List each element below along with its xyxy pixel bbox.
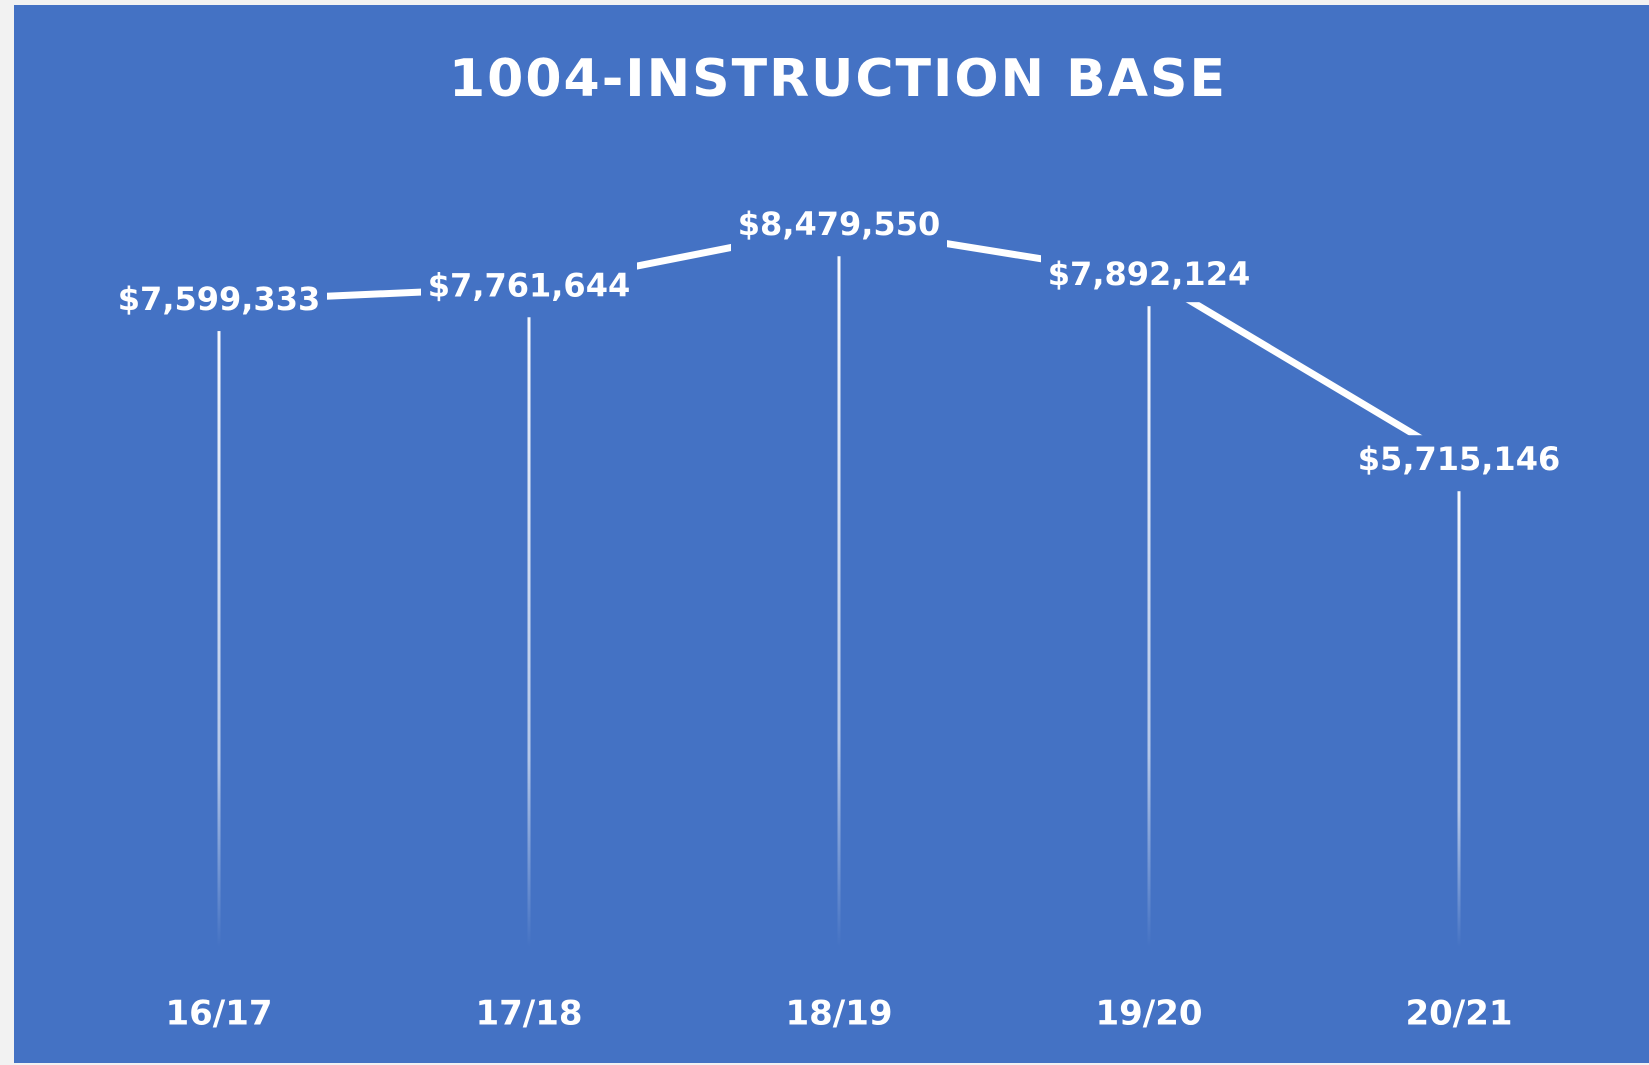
drop-line — [527, 317, 531, 947]
data-label: $5,715,146 — [1358, 440, 1560, 478]
data-label: $7,599,333 — [118, 280, 320, 318]
drop-line — [1147, 306, 1151, 948]
x-tick-label: 17/18 — [475, 994, 582, 1034]
drop-line — [217, 331, 221, 947]
drop-line — [1457, 491, 1461, 947]
label-background — [1351, 435, 1567, 488]
label-background — [111, 275, 327, 328]
chart-title: 1004-INSTRUCTION BASE — [449, 49, 1227, 109]
x-tick-label: 18/19 — [785, 994, 892, 1034]
drop-line — [837, 256, 841, 947]
data-label: $7,892,124 — [1048, 255, 1250, 293]
x-tick-label: 20/21 — [1405, 994, 1512, 1034]
chart-background — [14, 5, 1649, 1063]
x-tick-label: 16/17 — [165, 994, 272, 1034]
x-tick-label: 19/20 — [1095, 994, 1202, 1034]
label-background — [731, 200, 947, 253]
data-label: $7,761,644 — [428, 266, 630, 304]
label-background — [421, 261, 637, 314]
label-background — [1041, 250, 1257, 303]
data-label: $8,479,550 — [738, 205, 940, 243]
